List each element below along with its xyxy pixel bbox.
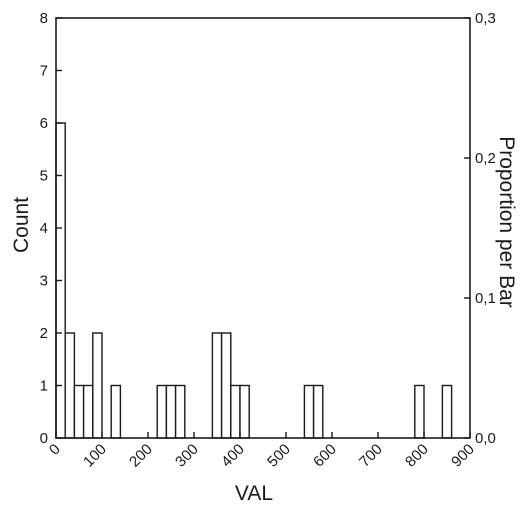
y-tick-label: 8 [40, 10, 48, 27]
y-tick-label: 3 [40, 273, 48, 290]
x-tick-label: 300 [172, 441, 202, 471]
histogram-bar [312, 384, 324, 439]
x-axis-title: VAL [235, 482, 273, 505]
x-tick-label: 0 [46, 441, 64, 459]
bars-group [55, 122, 453, 439]
x-tick-label: 500 [264, 441, 294, 471]
histogram-bar [441, 384, 453, 439]
x-tick-label: 400 [218, 441, 248, 471]
y2-tick-label: 0,1 [475, 290, 496, 307]
y-axis-title: Count [10, 197, 33, 253]
histogram-bar [110, 384, 122, 439]
y-axis-left: 0 1 2 3 4 5 6 7 8 [40, 10, 62, 447]
y-tick-label: 4 [40, 220, 48, 237]
plot-frame [55, 17, 471, 439]
histogram-bar [303, 384, 315, 439]
histogram-bar [73, 384, 85, 439]
histogram-bar [230, 384, 241, 439]
x-tick-label: 600 [310, 441, 340, 471]
y2-tick-label: 0,2 [475, 150, 496, 167]
histogram-bar [156, 384, 168, 439]
x-tick-label: 700 [356, 441, 386, 471]
y-axis-right: 0,0 0,1 0,2 0,3 [464, 10, 496, 447]
histogram-bar [220, 332, 232, 439]
histogram-bar [211, 332, 223, 439]
y-tick-label: 1 [40, 378, 48, 395]
histogram-bar [414, 384, 425, 439]
histogram-bar [174, 384, 186, 439]
histogram-bar [92, 332, 103, 439]
x-tick-label: 900 [448, 441, 478, 471]
y2-tick-label: 0,3 [475, 10, 496, 27]
x-tick-label: 100 [80, 441, 110, 471]
y-tick-label: 0 [40, 430, 48, 447]
y2-axis-title: Proportion per Bar [495, 136, 518, 308]
histogram-bar [165, 384, 177, 439]
histogram-bar [64, 332, 76, 439]
y-tick-label: 6 [40, 115, 48, 132]
x-tick-label: 200 [126, 441, 156, 471]
y2-tick-label: 0,0 [475, 430, 496, 447]
x-tick-label: 800 [402, 441, 432, 471]
histogram-bar [82, 384, 94, 439]
y-tick-label: 2 [40, 325, 48, 342]
y-tick-label: 5 [40, 168, 48, 185]
y-tick-label: 7 [40, 63, 48, 80]
histogram-bar [239, 384, 250, 439]
